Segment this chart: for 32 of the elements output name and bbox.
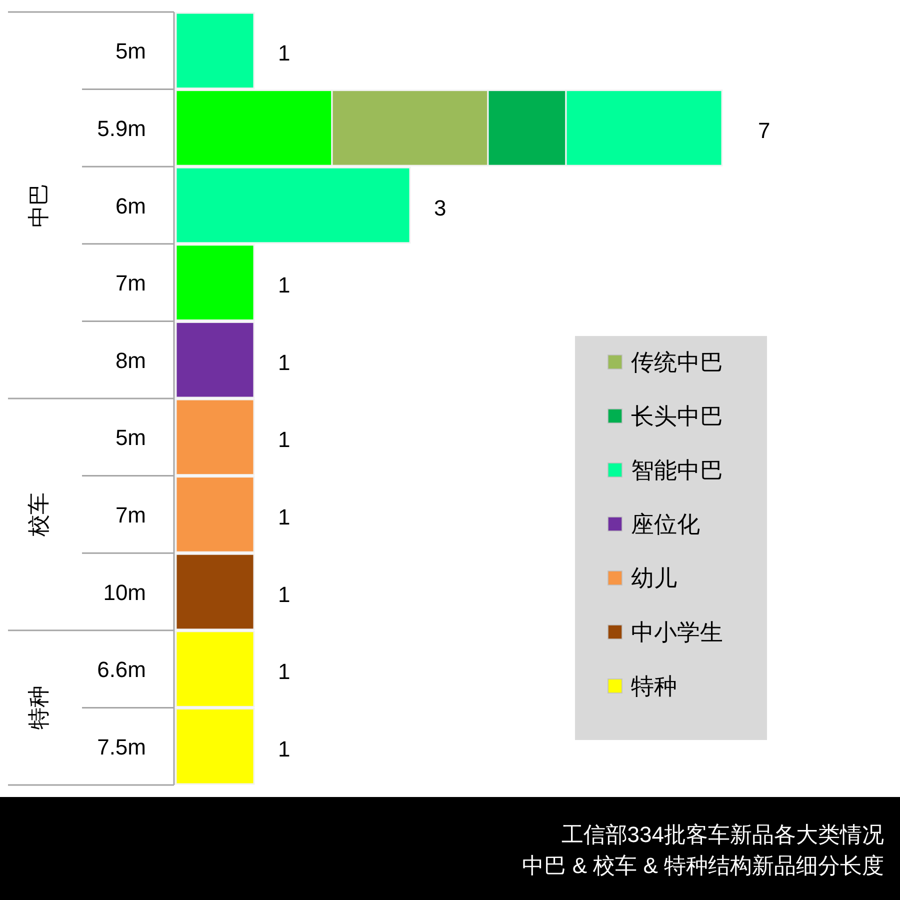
y-tick-label: 5m (115, 425, 146, 450)
legend-label: 幼儿 (631, 565, 677, 591)
data-label: 1 (278, 272, 290, 298)
data-label: 1 (278, 40, 290, 66)
legend-label: 座位化 (631, 511, 700, 537)
data-label: 1 (278, 350, 290, 375)
text: 中巴 & 校车 & 特种结构新品细分长度 (522, 853, 884, 878)
data-label: 1 (278, 582, 290, 607)
y-tick-label: 7m (115, 270, 146, 296)
data-label: 1 (278, 736, 290, 762)
data-label: 1 (278, 659, 290, 684)
y-tick-label: 5.9m (97, 116, 146, 141)
legend-label: 智能中巴 (631, 457, 723, 483)
data-label: 3 (434, 195, 446, 220)
legend-label: 长头中巴 (631, 403, 723, 429)
data-label: 1 (278, 427, 290, 452)
text: 工信部334批客车新品各大类情况 (561, 822, 884, 847)
y-tick-label: 8m (115, 348, 146, 373)
text: 特种 (26, 686, 51, 730)
y-tick-label: 10m (103, 580, 146, 605)
legend-label: 传统中巴 (631, 349, 723, 375)
y-tick-label: 6m (115, 193, 146, 218)
y-tick-label: 7.5m (97, 734, 146, 760)
text: 校车 (26, 492, 51, 538)
y-tick-label: 6.6m (97, 657, 146, 682)
legend-label: 特种 (631, 673, 677, 699)
total-label: 7 (758, 118, 770, 143)
data-label: 1 (278, 504, 290, 530)
y-tick-label: 7m (115, 502, 146, 528)
y-tick-label: 5m (115, 38, 146, 64)
text: 中巴 (26, 183, 51, 228)
legend-label: 中小学生 (631, 619, 723, 645)
